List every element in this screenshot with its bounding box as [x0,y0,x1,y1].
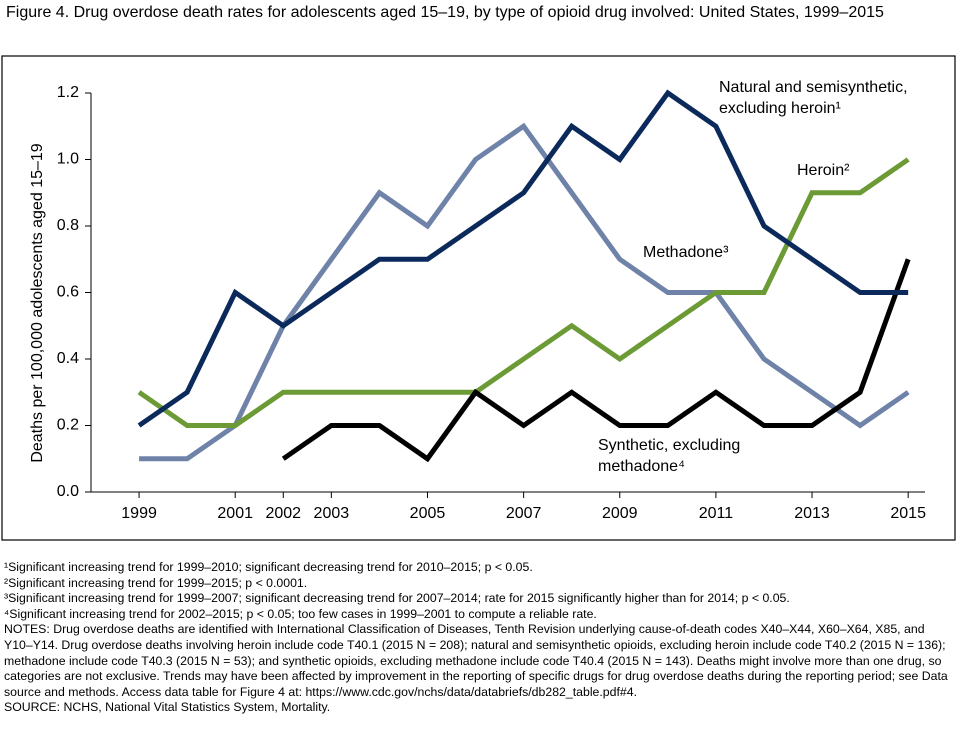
x-tick-label: 2005 [410,505,446,522]
x-tick-label: 2015 [890,505,926,522]
chart-frame [1,55,956,541]
y-tick-label: 0.8 [57,217,79,234]
y-tick-label: 1.0 [57,151,79,168]
footnote: ¹Significant increasing trend for 1999–2… [4,560,533,574]
y-tick-label: 0.4 [57,350,79,367]
footnote: ³Significant increasing trend for 1999–2… [4,591,790,606]
x-tick-label: 2007 [506,505,542,522]
x-tick-label: 2011 [699,505,734,522]
footnote: SOURCE: NCHS, National Vital Statistics … [4,700,331,715]
series-label: Synthetic, excluding methadone⁴ [598,437,741,475]
x-tick-label: 2002 [265,505,301,522]
y-tick-label: 1.2 [57,84,79,101]
y-tick-label: 0.6 [57,284,79,301]
chart: Deaths per 100,000 adolescents aged 15–1… [1,55,956,541]
x-tick-label: 2003 [314,505,350,522]
x-tick-label: 1999 [121,505,157,522]
footnotes: ¹Significant increasing trend for 1999–2… [4,560,956,716]
chart-title: Figure 4. Drug overdose death rates for … [6,4,884,21]
y-tick-label: 0.2 [57,417,79,434]
x-tick-label: 2013 [794,505,830,522]
footnote: NOTES: Drug overdose deaths are identifi… [4,622,948,699]
series-label: Natural and semisynthetic, excluding her… [719,79,908,117]
y-axis-label: Deaths per 100,000 adolescents aged 15–1… [29,143,46,462]
series-line [137,89,909,428]
x-tick-label: 2001 [217,505,253,522]
x-tick-label: 2009 [602,505,638,522]
y-tick-label: 0.0 [57,483,79,500]
series-line [139,122,910,462]
footnote: ²Significant increasing trend for 1999–2… [4,575,308,590]
series-label: Heroin² [797,162,850,179]
series-line [281,258,911,463]
footnote: ⁴Significant increasing trend for 2002–2… [4,606,597,621]
series-label: Methadone³ [643,244,729,261]
series-line [137,157,910,428]
